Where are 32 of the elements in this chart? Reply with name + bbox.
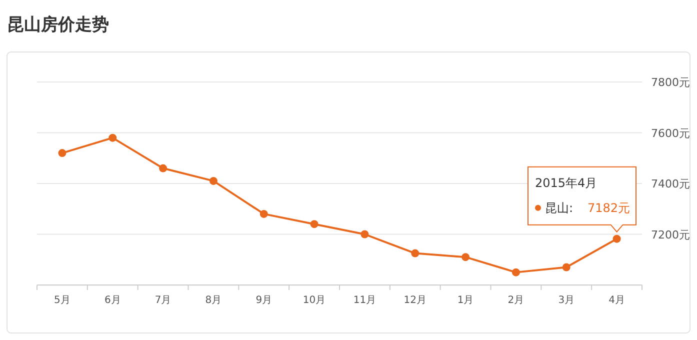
point: [512, 268, 520, 276]
x-tick-label: 7月: [154, 295, 172, 306]
annotation: 昆山:: [545, 200, 574, 215]
point: [411, 249, 420, 258]
point: [360, 230, 369, 238]
x-tick-label: 12月: [404, 295, 426, 306]
point: [108, 134, 117, 142]
x-tick-label: 1月: [457, 295, 474, 306]
y-tick-label: 7600元: [651, 126, 690, 140]
chart-title: 昆山房价走势: [7, 15, 109, 35]
point: [58, 149, 66, 158]
point: [462, 253, 470, 262]
annotation: 7182元: [587, 200, 630, 215]
x-tick-label: 3月: [558, 295, 575, 306]
x-tick-label: 6月: [104, 295, 121, 306]
y-tick-label: 7400元: [651, 178, 690, 190]
x-tick-label: 4月: [608, 295, 625, 306]
x-tick-label: 10月: [302, 295, 326, 306]
y-tick-label: 7200元: [651, 228, 690, 242]
point: [260, 210, 268, 218]
point: [562, 263, 570, 272]
y-tick-label: 7800元: [651, 76, 690, 89]
point: [310, 220, 318, 228]
point: [209, 176, 218, 185]
point: [159, 164, 168, 172]
annotation: 2015年4月: [535, 176, 598, 190]
x-tick-label: 11月: [353, 295, 376, 306]
x-tick-label: 8月: [205, 295, 222, 306]
x-tick-label: 5月: [54, 295, 70, 306]
x-tick-label: 9月: [256, 295, 272, 306]
point: [612, 234, 621, 243]
x-tick-label: 2月: [508, 295, 524, 306]
